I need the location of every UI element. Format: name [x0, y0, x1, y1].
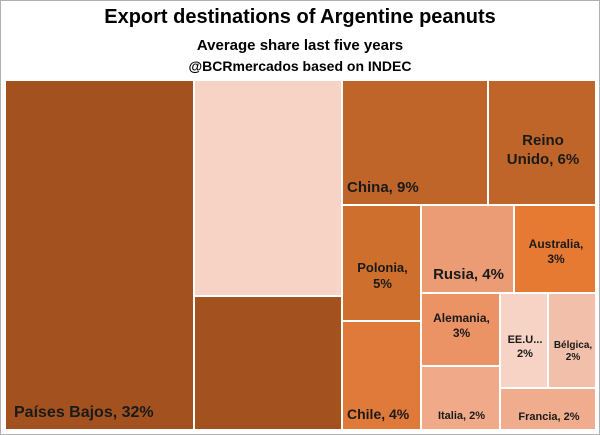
treemap-label-rusia: Rusia, 4%: [433, 266, 504, 283]
treemap-tile-australia: Australia, 3%: [514, 205, 596, 293]
treemap-label-reino-unido: Reino Unido, 6%: [506, 132, 580, 168]
treemap-label-francia: Francia, 2%: [518, 411, 580, 423]
treemap-tile-paises-bajos: Países Bajos, 32%: [5, 80, 194, 430]
treemap-label-ee-u: EE.U... 2%: [507, 334, 543, 360]
treemap-tile-secreto-estadistico: Secreto Estadístico,9%: [194, 296, 342, 430]
treemap-tile-resto: Resto, 16%: [194, 80, 342, 296]
treemap-tile-reino-unido: Reino Unido, 6%: [488, 80, 596, 205]
chart-subtitle: Average share last five years: [196, 37, 404, 54]
treemap-label-alemania: Alemania, 3%: [433, 311, 490, 340]
treemap-label-paises-bajos: Países Bajos, 32%: [14, 404, 154, 421]
treemap-tile-polonia: Polonia, 5%: [342, 205, 421, 321]
treemap-label-chile: Chile, 4%: [347, 406, 410, 422]
treemap-tile-francia: Francia, 2%: [500, 388, 596, 430]
treemap-label-china: China, 9%: [347, 179, 419, 196]
treemap-label-belgica: Bélgica, 2%: [553, 339, 593, 364]
treemap-label-italia: Italia, 2%: [437, 410, 486, 422]
treemap-tile-ee-u: EE.U... 2%: [500, 293, 548, 388]
chart-source: @BCRmercados based on INDEC: [188, 58, 412, 74]
treemap-tile-alemania: Alemania, 3%: [421, 293, 500, 366]
treemap-tile-china: China, 9%: [342, 80, 488, 205]
chart-title: Export destinations of Argentine peanuts: [104, 6, 496, 28]
treemap-tile-chile: Chile, 4%: [342, 321, 421, 430]
treemap-tile-rusia: Rusia, 4%: [421, 205, 514, 293]
treemap-tile-belgica: Bélgica, 2%: [548, 293, 596, 388]
treemap-label-polonia: Polonia, 5%: [357, 259, 408, 291]
treemap-label-australia: Australia, 3%: [528, 237, 584, 266]
treemap-tile-italia: Italia, 2%: [421, 366, 500, 430]
